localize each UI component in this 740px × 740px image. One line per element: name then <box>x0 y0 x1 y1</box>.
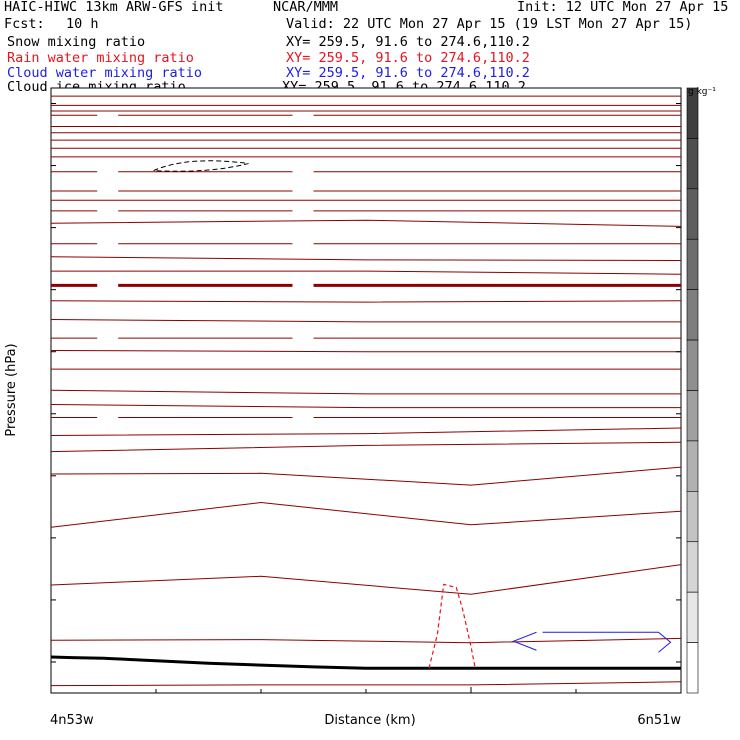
isotherm-line-23 <box>50 637 682 644</box>
left-endpoint-label: 4n53w <box>50 713 94 728</box>
isotherm-line-24 <box>50 681 682 687</box>
colorbar-swatch-7 <box>686 440 699 492</box>
colorbar-swatch-4 <box>686 289 699 341</box>
colorbar-swatch-2 <box>686 188 699 240</box>
init-time: Init: 12 UTC Mon 27 Apr 15 <box>517 0 729 15</box>
colorbar-swatch-9 <box>686 541 699 593</box>
colorbar-swatch-10 <box>686 591 699 643</box>
field-snow-name: Snow mixing ratio <box>7 34 146 50</box>
forecast-label: Fcst: <box>4 16 45 32</box>
isotherm-line-16 <box>50 389 681 395</box>
isotherm-line-11 <box>51 270 682 275</box>
cloud-ice-contour <box>153 160 249 172</box>
isotherm-line-19 <box>50 441 682 453</box>
field-cloudwater-xy: XY= 259.5, 91.6 to 274.6,110.2 <box>286 65 530 81</box>
colorbar-swatch-6 <box>686 390 699 442</box>
forecast-value: 10 h <box>66 16 99 32</box>
colorbar-swatch-8 <box>686 491 699 543</box>
field-cloudwater-name: Cloud water mixing ratio <box>7 65 203 81</box>
field-snow-xy: XY= 259.5, 91.6 to 274.6,110.2 <box>286 34 530 50</box>
isotherm-line-14 <box>50 350 681 353</box>
x-axis-label: Distance (km) <box>324 713 415 728</box>
colorbar-swatch-1 <box>686 138 699 190</box>
isotherm-line-12 <box>50 300 682 303</box>
isotherm-line-22 <box>50 564 682 595</box>
colorbar-swatch-5 <box>686 339 699 391</box>
valid-time: Valid: 22 UTC Mon 27 Apr 15 (19 LST Mon … <box>286 16 693 32</box>
colorbar-swatch-3 <box>686 238 699 290</box>
org-label: NCAR/MMM <box>273 0 339 15</box>
colorbar-units: g kg⁻¹ <box>688 87 716 97</box>
model-title: HAIC-HIWC 13km ARW-GFS init <box>4 0 224 15</box>
rain-mixing-contour <box>428 583 476 669</box>
cloud-water-contour-left <box>512 631 537 651</box>
isotherm-line-17 <box>50 404 681 409</box>
ground-surface-line <box>50 655 681 670</box>
field-rain-xy: XY= 259.5, 91.6 to 274.6,110.2 <box>286 50 530 66</box>
right-endpoint-label: 6n51w <box>637 713 681 728</box>
field-rain-name: Rain water mixing ratio <box>7 50 194 66</box>
colorbar-swatch-11 <box>686 642 699 694</box>
y-axis-label: Pressure (hPa) <box>4 343 19 436</box>
isotherm-line-9 <box>50 219 682 227</box>
isotherm-line-21 <box>50 501 682 528</box>
isotherm-line-18 <box>50 427 682 436</box>
isotherm-line-20 <box>50 466 682 486</box>
plot-frame <box>50 87 682 694</box>
cloud-water-contour-right <box>542 631 672 653</box>
isotherm-line-13 <box>50 319 681 323</box>
isotherm-line-10 <box>50 256 682 261</box>
